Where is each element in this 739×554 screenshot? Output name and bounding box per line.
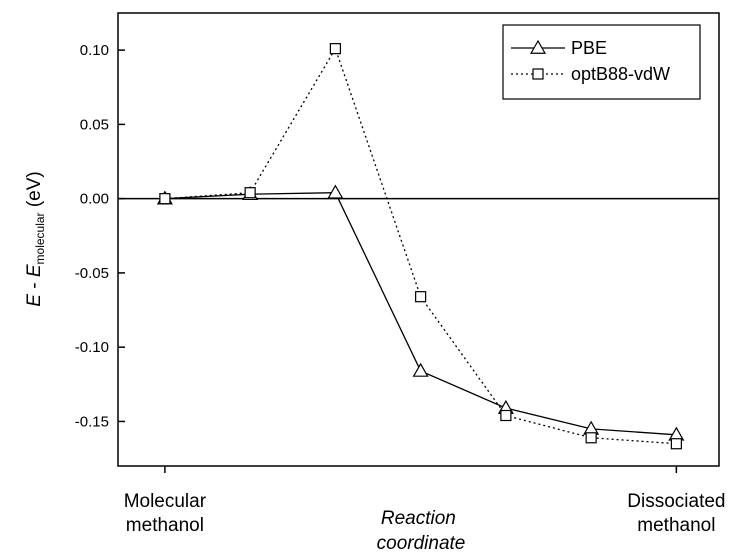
data-point-square bbox=[585, 432, 597, 444]
data-point-square bbox=[329, 43, 341, 55]
data-point-square bbox=[159, 193, 171, 205]
series-triangle bbox=[156, 184, 685, 441]
series-line bbox=[164, 192, 677, 436]
y-tick-label: -0.15 bbox=[75, 413, 109, 430]
y-tick-label: -0.10 bbox=[75, 339, 109, 356]
x-axis-title: Reaction coordinate bbox=[377, 508, 466, 554]
y-axis-title: E - Emolecular (eV) bbox=[24, 171, 47, 306]
series-line bbox=[164, 47, 677, 445]
plot-frame bbox=[117, 12, 720, 467]
legend-marker-square bbox=[532, 68, 544, 80]
data-point-square bbox=[244, 187, 256, 199]
y-tick-label: 0.00 bbox=[80, 191, 109, 208]
data-point-square bbox=[670, 438, 682, 450]
series-square bbox=[159, 43, 682, 450]
legend-label: optB88-vdW bbox=[571, 64, 670, 84]
x-category-label: Molecular methanol bbox=[124, 491, 207, 536]
data-point-triangle bbox=[412, 362, 429, 377]
legend: PBE optB88-vdW bbox=[502, 24, 701, 100]
x-category-label: Dissociated methanol bbox=[627, 491, 725, 536]
y-tick-label: 0.05 bbox=[80, 116, 109, 133]
data-point-triangle bbox=[327, 184, 344, 199]
legend-label: PBE bbox=[571, 38, 607, 58]
data-point-square bbox=[415, 291, 427, 303]
y-tick-label: 0.10 bbox=[80, 42, 109, 59]
legend-marker-triangle bbox=[529, 39, 547, 54]
data-point-square bbox=[500, 409, 512, 422]
y-tick-label: -0.05 bbox=[75, 265, 109, 282]
legend-box bbox=[502, 24, 701, 100]
